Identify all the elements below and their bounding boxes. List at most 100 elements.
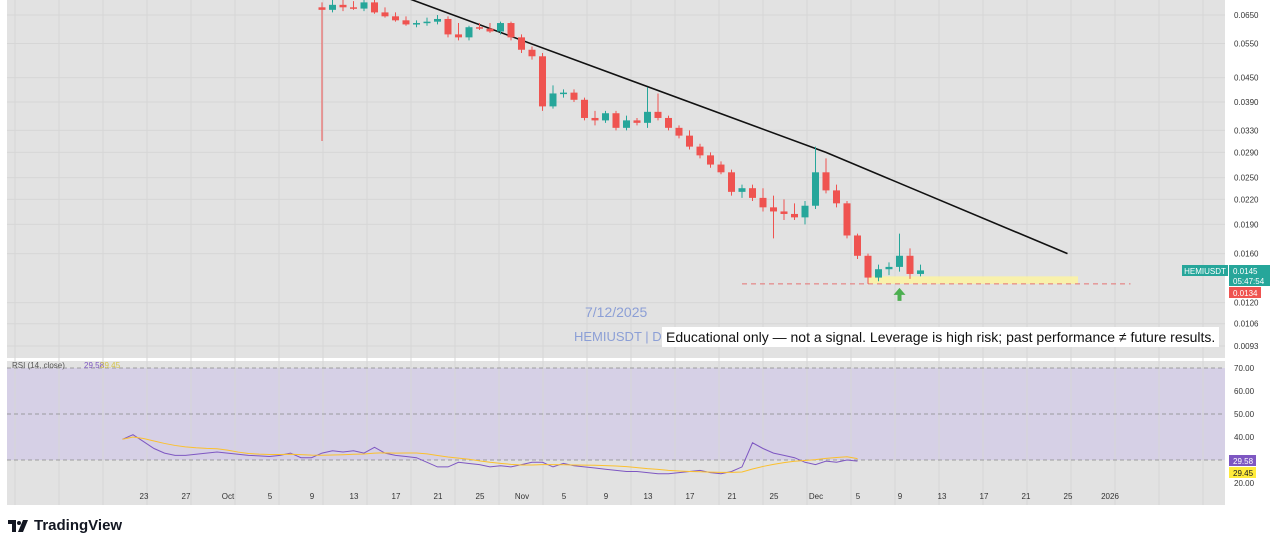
candle-body	[759, 197, 767, 208]
time-tick-label: 17	[980, 492, 989, 501]
time-tick-label: 23	[140, 492, 149, 501]
candle	[770, 195, 777, 239]
candle-body	[749, 188, 756, 198]
candle-body	[413, 23, 420, 25]
candle	[854, 233, 861, 260]
candle-body	[434, 18, 441, 22]
candle	[885, 262, 893, 276]
rsi-ticks: 70.00 60.00 50.00 40.00 20.00	[1234, 364, 1255, 488]
candle	[896, 233, 903, 272]
candle	[906, 248, 914, 279]
candle	[665, 115, 672, 131]
candle	[318, 2, 326, 142]
candle	[612, 110, 620, 131]
price-axis[interactable]	[1225, 0, 1279, 508]
candle	[591, 110, 599, 126]
price-tick-label: 0.0160	[1234, 250, 1259, 259]
candle	[843, 200, 851, 239]
candle-body	[381, 12, 389, 17]
candle	[444, 16, 452, 38]
candle	[413, 20, 420, 28]
candle	[350, 1, 357, 10]
price-tick-label: 0.0390	[1234, 98, 1259, 107]
candle-body	[476, 27, 483, 29]
candle	[371, 0, 378, 14]
candle	[581, 97, 588, 121]
candle	[738, 184, 746, 198]
candle-body	[644, 111, 651, 123]
candle	[623, 115, 630, 131]
time-tick-label: 17	[686, 492, 695, 501]
candle	[801, 200, 809, 225]
candle	[696, 143, 704, 159]
price-ticks: 0.0650 0.0550 0.0450 0.0390 0.0330 0.0290 0.02…	[1234, 11, 1259, 351]
candle-body	[812, 172, 819, 206]
candle-body	[717, 164, 725, 173]
candle-body	[833, 190, 840, 204]
time-tick-label: 17	[392, 492, 401, 501]
candle-body	[570, 92, 578, 100]
candle	[560, 89, 567, 98]
time-tick-label: 21	[434, 492, 443, 501]
candle	[402, 16, 410, 26]
rsi-legend-ma-value: 29.45	[100, 361, 121, 370]
candle-body	[560, 92, 567, 95]
time-tick-label: 2026	[1101, 492, 1119, 501]
pane-divider[interactable]	[7, 358, 1225, 361]
candle-body	[497, 23, 504, 32]
rsi-legend-value: 29.58	[84, 361, 105, 370]
price-tick-label: 0.0190	[1234, 220, 1259, 229]
candle-body	[780, 211, 788, 214]
candle-body	[371, 2, 378, 13]
candle	[833, 184, 840, 208]
candle	[654, 93, 662, 121]
candle-body	[875, 269, 882, 278]
candle	[875, 264, 882, 282]
rsi-tick-label: 20.00	[1234, 479, 1255, 488]
candle-body	[623, 120, 630, 128]
time-tick-label: 9	[310, 492, 315, 501]
rsi-ma-line	[122, 436, 858, 473]
candle	[822, 158, 830, 194]
tradingview-brand[interactable]: TradingView	[8, 517, 122, 534]
candle-body	[822, 172, 830, 191]
candle	[486, 23, 494, 33]
candle-body	[329, 4, 336, 10]
time-tick-label: 27	[182, 492, 191, 501]
up-arrow-icon	[893, 287, 906, 301]
time-tick-label: 13	[644, 492, 653, 501]
candle	[686, 130, 693, 150]
tradingview-logo-icon	[8, 519, 28, 532]
rsi-value: 29.58	[1233, 457, 1254, 466]
candle	[339, 0, 347, 12]
candle-body	[864, 255, 872, 278]
candle-body	[675, 127, 683, 136]
symbol-tag: HEMIUSDT	[1182, 265, 1228, 276]
time-tick-label: 25	[476, 492, 485, 501]
candle	[570, 89, 578, 102]
candle-body	[339, 4, 347, 8]
candle-body	[728, 172, 735, 192]
candle	[392, 12, 399, 22]
candle-body	[518, 37, 525, 50]
candle-body	[633, 120, 641, 123]
candle-body	[612, 113, 620, 128]
time-tick-label: 25	[1064, 492, 1073, 501]
candle-body	[360, 2, 368, 9]
candle-body	[549, 93, 557, 107]
candle	[791, 203, 798, 220]
candle-body	[402, 20, 410, 25]
trendline-layer[interactable]	[406, 0, 1068, 255]
candle-body	[770, 207, 777, 212]
arrow-layer	[893, 287, 906, 301]
candle	[780, 199, 788, 220]
low-level-tag: 0.0134	[1229, 287, 1261, 298]
candle-body	[801, 205, 809, 218]
rsi-legend-label[interactable]: RSI (14, close)	[12, 361, 65, 370]
price-pane[interactable]	[7, 0, 1225, 358]
rsi-tick-label: 60.00	[1234, 387, 1255, 396]
candle-body	[707, 155, 714, 165]
candle	[518, 34, 525, 53]
